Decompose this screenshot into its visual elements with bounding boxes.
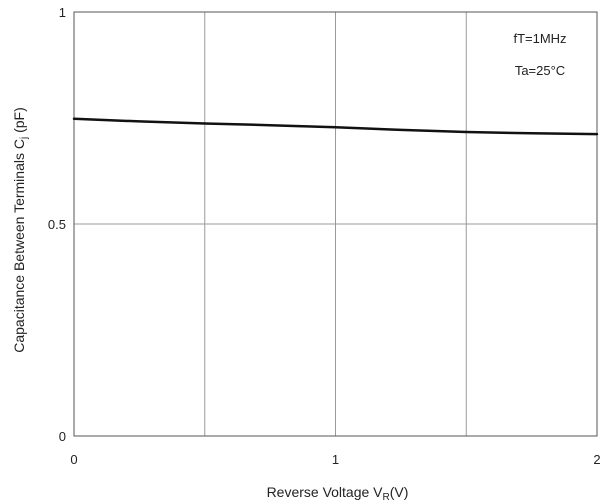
x-tick-label: 0 [70, 452, 77, 467]
series-layer [72, 117, 599, 136]
x-tick-label: 1 [332, 452, 339, 467]
x-axis-title-main: Reverse Voltage V [267, 484, 384, 500]
capacitance-series-line [72, 117, 599, 136]
x-axis-title-sub: R [383, 492, 390, 503]
y-tick-label: 1 [59, 5, 66, 20]
annotation-frequency: fT=1MHz [513, 31, 566, 46]
y-tick-label: 0 [59, 429, 66, 444]
annotation-temperature: Ta=25°C [515, 63, 565, 78]
y-axis-title: Capacitance Between Terminals Cj (pF) [11, 107, 30, 353]
y-axis-title-sub: j [19, 137, 30, 140]
y-axis-title-main: Capacitance Between Terminals C [11, 139, 27, 353]
x-axis-title: Reverse Voltage VR(V) [267, 484, 409, 503]
y-tick-labels: 00.51 [48, 5, 66, 444]
x-tick-label: 2 [593, 452, 600, 467]
x-axis-title-tail: (V) [390, 484, 409, 500]
plot-frame [73, 11, 598, 437]
y-axis-title-tail: (pF) [11, 107, 27, 137]
x-tick-labels: 0 1 2 [70, 452, 600, 467]
y-tick-label: 0.5 [48, 217, 66, 232]
